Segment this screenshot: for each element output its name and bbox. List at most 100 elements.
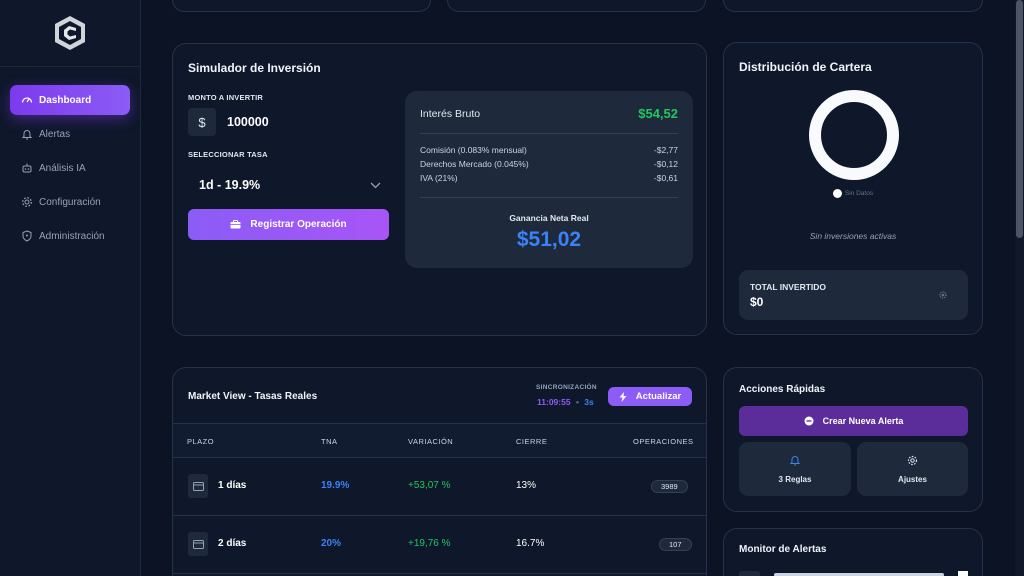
alerts-monitor-card: Monitor de Alertas bbox=[723, 528, 983, 576]
chevron-down-icon bbox=[370, 182, 381, 188]
divider bbox=[172, 515, 707, 516]
sidebar-item-label: Alertas bbox=[39, 128, 71, 140]
sidebar-item-administracion[interactable]: Administración bbox=[10, 221, 130, 251]
create-alert-button[interactable]: Crear Nueva Alerta bbox=[739, 406, 968, 436]
stat-card-partial bbox=[172, 0, 431, 12]
refresh-button[interactable]: Actualizar bbox=[608, 387, 692, 406]
sidebar-nav: Dashboard Alertas Análisis IA Configurac… bbox=[0, 67, 140, 251]
bell-icon bbox=[21, 128, 33, 140]
column-header-variacion[interactable]: VARIACIÓN bbox=[408, 437, 454, 446]
net-gain-label: Ganancia Neta Real bbox=[509, 213, 589, 223]
row-plazo: 1 días bbox=[218, 480, 247, 491]
deduction-row: Comisión (0.083% mensual) -$2,77 bbox=[420, 143, 678, 157]
row-cierre: 13% bbox=[516, 480, 537, 491]
amount-input[interactable]: $ 100000 bbox=[188, 108, 269, 136]
divider bbox=[420, 133, 678, 134]
settings-tile[interactable]: Ajustes bbox=[857, 442, 968, 496]
result-breakdown: Interés Bruto $54,52 Comisión (0.083% me… bbox=[405, 91, 693, 268]
alert-item-icon bbox=[739, 571, 760, 576]
row-tna: 20% bbox=[321, 538, 342, 549]
sidebar: Dashboard Alertas Análisis IA Configurac… bbox=[0, 0, 141, 576]
scrollbar-thumb[interactable] bbox=[1016, 0, 1023, 238]
deduction-label: Comisión (0.083% mensual) bbox=[420, 145, 527, 155]
row-plazo: 2 días bbox=[218, 538, 247, 549]
bell-icon bbox=[790, 455, 800, 465]
divider bbox=[420, 197, 678, 198]
divider bbox=[172, 573, 707, 574]
sidebar-item-alertas[interactable]: Alertas bbox=[10, 119, 130, 149]
deductions-list: Comisión (0.083% mensual) -$2,77 Derecho… bbox=[420, 143, 678, 185]
gear-icon bbox=[21, 196, 33, 208]
register-operation-button[interactable]: Registrar Operación bbox=[188, 209, 389, 240]
portfolio-distribution-card: Distribución de Cartera Sin Datos Sin in… bbox=[723, 42, 983, 335]
sidebar-item-label: Dashboard bbox=[39, 94, 92, 106]
sidebar-item-analisis-ia[interactable]: Análisis IA bbox=[10, 153, 130, 183]
robot-icon bbox=[21, 162, 33, 174]
legend-swatch bbox=[832, 189, 842, 198]
sidebar-item-label: Análisis IA bbox=[39, 162, 86, 174]
stat-card-partial bbox=[723, 0, 983, 12]
create-alert-label: Crear Nueva Alerta bbox=[822, 416, 904, 426]
net-gain-value: $51,02 bbox=[516, 228, 582, 251]
refresh-label: Actualizar bbox=[635, 391, 682, 402]
row-variacion: +53,07 % bbox=[408, 480, 451, 491]
briefcase-icon bbox=[230, 220, 241, 229]
gear-icon bbox=[907, 455, 918, 465]
sync-interval: 3s bbox=[584, 397, 594, 407]
sync-time: 11:09:55 bbox=[537, 397, 571, 407]
portfolio-title: Distribución de Cartera bbox=[739, 60, 872, 74]
deduction-value: -$2,77 bbox=[653, 145, 678, 155]
sync-status: 11:09:55 • 3s bbox=[537, 397, 594, 407]
column-header-tna[interactable]: TNA bbox=[321, 437, 338, 446]
deduction-value: -$0,12 bbox=[653, 159, 678, 169]
investment-simulator-card: Simulador de Inversión MONTO A INVERTIR … bbox=[172, 43, 707, 336]
stat-card-partial bbox=[447, 0, 706, 12]
alerts-monitor-title: Monitor de Alertas bbox=[739, 544, 827, 555]
sidebar-item-dashboard[interactable]: Dashboard bbox=[10, 85, 130, 115]
settings-label: Ajustes bbox=[898, 474, 927, 484]
sidebar-item-label: Configuración bbox=[39, 196, 101, 208]
sidebar-item-label: Administración bbox=[39, 230, 105, 242]
legend-label: Sin Datos bbox=[844, 190, 874, 197]
deduction-row: Derechos Mercado (0.045%) -$0,12 bbox=[420, 157, 678, 171]
gross-interest-label: Interés Bruto bbox=[420, 107, 481, 120]
market-title: Market View - Tasas Reales bbox=[188, 391, 318, 402]
column-header-operaciones[interactable]: OPERACIONES bbox=[633, 437, 694, 446]
shield-icon bbox=[21, 230, 33, 242]
rules-tile[interactable]: 3 Reglas bbox=[739, 442, 851, 496]
gear-icon[interactable] bbox=[939, 291, 947, 299]
ticket-icon bbox=[188, 532, 208, 556]
register-operation-label: Registrar Operación bbox=[250, 219, 347, 230]
deduction-label: Derechos Mercado (0.045%) bbox=[420, 159, 529, 169]
app-logo-icon bbox=[55, 16, 85, 50]
rate-select-value: 1d - 19.9% bbox=[199, 178, 261, 192]
amount-value[interactable]: 100000 bbox=[227, 115, 269, 129]
sync-separator: • bbox=[575, 397, 579, 407]
plus-circle-icon bbox=[804, 416, 814, 426]
row-tna: 19.9% bbox=[321, 480, 350, 491]
logo[interactable] bbox=[0, 0, 140, 67]
column-header-plazo[interactable]: PLAZO bbox=[187, 437, 215, 446]
deduction-label: IVA (21%) bbox=[420, 173, 458, 183]
page-scrollbar[interactable] bbox=[1015, 0, 1024, 576]
deduction-row: IVA (21%) -$0,61 bbox=[420, 171, 678, 185]
rules-label: 3 Reglas bbox=[778, 474, 812, 484]
sidebar-item-configuracion[interactable]: Configuración bbox=[10, 187, 130, 217]
rate-select[interactable]: 1d - 19.9% bbox=[188, 172, 389, 198]
row-operaciones-badge: 3989 bbox=[651, 480, 688, 493]
simulator-title: Simulador de Inversión bbox=[188, 61, 321, 75]
deduction-value: -$0,61 bbox=[653, 173, 678, 183]
total-invested-box: TOTAL INVERTIDO $0 bbox=[739, 270, 968, 320]
sync-label: SINCRONIZACIÓN bbox=[536, 384, 597, 391]
total-invested-value: $0 bbox=[750, 295, 764, 309]
amount-label: MONTO A INVERTIR bbox=[188, 93, 264, 102]
column-header-cierre[interactable]: CIERRE bbox=[516, 437, 548, 446]
ticket-icon bbox=[188, 474, 208, 498]
row-operaciones-badge: 107 bbox=[659, 538, 692, 551]
total-invested-label: TOTAL INVERTIDO bbox=[750, 282, 827, 292]
row-cierre: 16.7% bbox=[516, 538, 545, 549]
divider bbox=[172, 457, 707, 458]
alert-item-toggle[interactable] bbox=[958, 571, 968, 576]
divider bbox=[172, 423, 707, 424]
portfolio-donut-chart bbox=[809, 90, 899, 180]
